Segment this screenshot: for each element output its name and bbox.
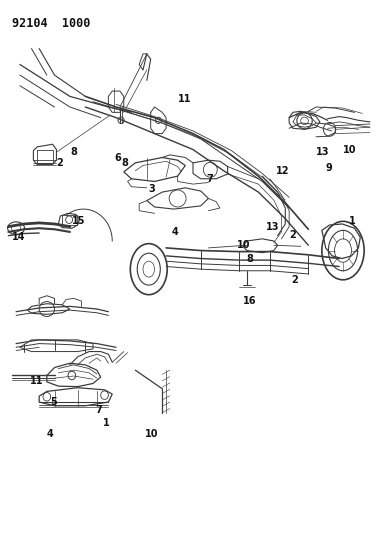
Text: 10: 10 [343, 144, 357, 155]
Text: 3: 3 [149, 184, 156, 195]
Text: 7: 7 [95, 405, 102, 415]
Text: 7: 7 [207, 174, 213, 184]
Text: 4: 4 [47, 429, 54, 439]
Text: 1: 1 [349, 216, 356, 227]
Text: 2: 2 [291, 275, 298, 285]
Text: 10: 10 [145, 429, 158, 439]
Text: 8: 8 [247, 254, 254, 263]
Text: 92104  1000: 92104 1000 [12, 17, 91, 30]
Text: 2: 2 [56, 158, 63, 168]
Text: 10: 10 [237, 240, 251, 250]
Text: 12: 12 [276, 166, 289, 176]
Text: 6: 6 [114, 152, 121, 163]
Text: 11: 11 [178, 94, 191, 104]
Text: 4: 4 [172, 227, 179, 237]
Text: 9: 9 [326, 163, 332, 173]
Text: 15: 15 [72, 216, 85, 227]
Text: 5: 5 [51, 397, 58, 407]
Text: 8: 8 [70, 147, 77, 157]
Text: 13: 13 [316, 147, 330, 157]
Text: 13: 13 [266, 222, 279, 232]
Text: 1: 1 [103, 418, 109, 429]
Text: 8: 8 [122, 158, 129, 168]
Text: 14: 14 [12, 232, 26, 243]
Text: 2: 2 [289, 230, 296, 240]
Bar [37, 150, 52, 163]
Bar [62, 215, 77, 225]
Text: 11: 11 [30, 376, 43, 386]
Text: 16: 16 [243, 296, 257, 306]
